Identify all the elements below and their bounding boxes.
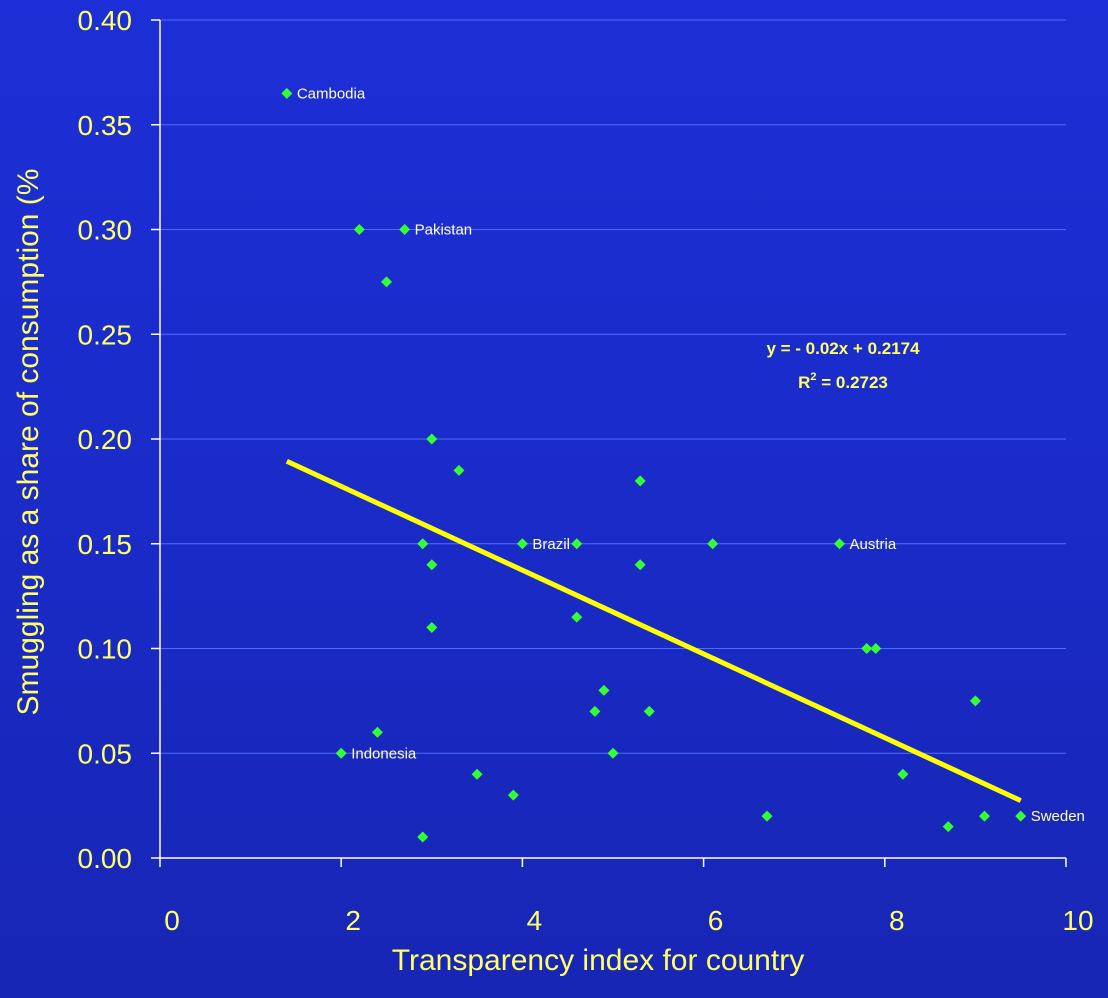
data-point-0 (281, 87, 293, 99)
point-labels: Cambodia Pakistan Brazil Austria Indonesia Sw… (297, 85, 1085, 825)
y-tick-label-6: 0.30 (78, 215, 133, 246)
point-label-brazil: Brazil (532, 536, 570, 553)
data-point-28 (969, 695, 981, 707)
data-point-20 (371, 726, 383, 738)
y-tick-label-3: 0.15 (78, 529, 133, 560)
data-point-21 (335, 747, 347, 759)
point-label-indonesia: Indonesia (351, 745, 417, 762)
data-point-30 (942, 821, 954, 833)
point-label-austria: Austria (850, 536, 897, 553)
y-tick-label-2: 0.10 (78, 634, 133, 665)
x-tick-label-4: 8 (889, 905, 905, 936)
y-axis-ticks: 0.00 0.05 0.10 0.15 0.20 0.25 0.30 0.35 0.40 (78, 5, 160, 874)
data-point-12 (634, 475, 646, 487)
x-tick-label-2: 4 (527, 905, 543, 936)
y-tick-label-0: 0.00 (78, 843, 133, 874)
data-point-7 (426, 559, 438, 571)
data-point-11 (571, 611, 583, 623)
data-point-19 (607, 747, 619, 759)
data-point-26 (861, 643, 873, 654)
data-point-24 (417, 831, 429, 843)
x-axis-ticks: 0 2 4 6 8 10 (159, 858, 1094, 936)
data-point-8 (426, 622, 438, 634)
r-squared-label: R2 = 0.2723 (798, 371, 888, 392)
data-points (281, 87, 1027, 843)
trendline (285, 458, 1022, 803)
point-label-sweden: Sweden (1031, 808, 1085, 825)
trendline-group (285, 458, 1022, 803)
x-tick-label-0: 0 (164, 905, 180, 936)
data-point-6 (417, 538, 429, 550)
y-tick-label-7: 0.35 (78, 110, 133, 141)
y-tick-label-1: 0.05 (78, 738, 133, 769)
data-point-2 (399, 224, 411, 235)
data-point-32 (1015, 810, 1027, 822)
data-point-10 (571, 538, 583, 550)
data-point-9 (516, 538, 528, 550)
data-point-3 (381, 276, 392, 288)
data-point-18 (643, 705, 655, 717)
data-point-15 (834, 538, 845, 550)
r-squared-r: R (798, 373, 810, 392)
x-tick-label-5: 10 (1062, 905, 1093, 936)
point-label-pakistan: Pakistan (415, 222, 473, 239)
data-point-16 (598, 684, 610, 696)
data-point-5 (453, 464, 465, 476)
data-point-23 (507, 789, 519, 801)
y-axis-label: Smuggling as a share of consumption (% (12, 169, 45, 716)
r-squared-value: = 0.2723 (817, 373, 888, 392)
data-point-13 (634, 559, 646, 571)
data-point-31 (978, 810, 990, 822)
data-point-27 (870, 643, 882, 654)
data-point-29 (897, 768, 909, 780)
data-point-17 (589, 705, 601, 717)
y-tick-label-8: 0.40 (78, 5, 133, 36)
x-tick-label-3: 6 (708, 905, 724, 936)
data-point-4 (426, 433, 438, 445)
data-point-25 (761, 810, 773, 822)
x-axis-label: Transparency index for country (392, 944, 804, 977)
data-point-22 (471, 768, 483, 780)
y-tick-label-5: 0.25 (78, 319, 133, 350)
gridlines (160, 19, 1066, 754)
data-point-1 (353, 224, 365, 235)
x-tick-label-1: 2 (345, 905, 361, 936)
regression-equation: y = - 0.02x + 0.2174 (766, 339, 920, 358)
point-label-cambodia: Cambodia (297, 85, 366, 102)
y-tick-label-4: 0.20 (78, 424, 133, 455)
r-squared-superscript: 2 (810, 371, 816, 383)
data-point-14 (707, 538, 719, 550)
